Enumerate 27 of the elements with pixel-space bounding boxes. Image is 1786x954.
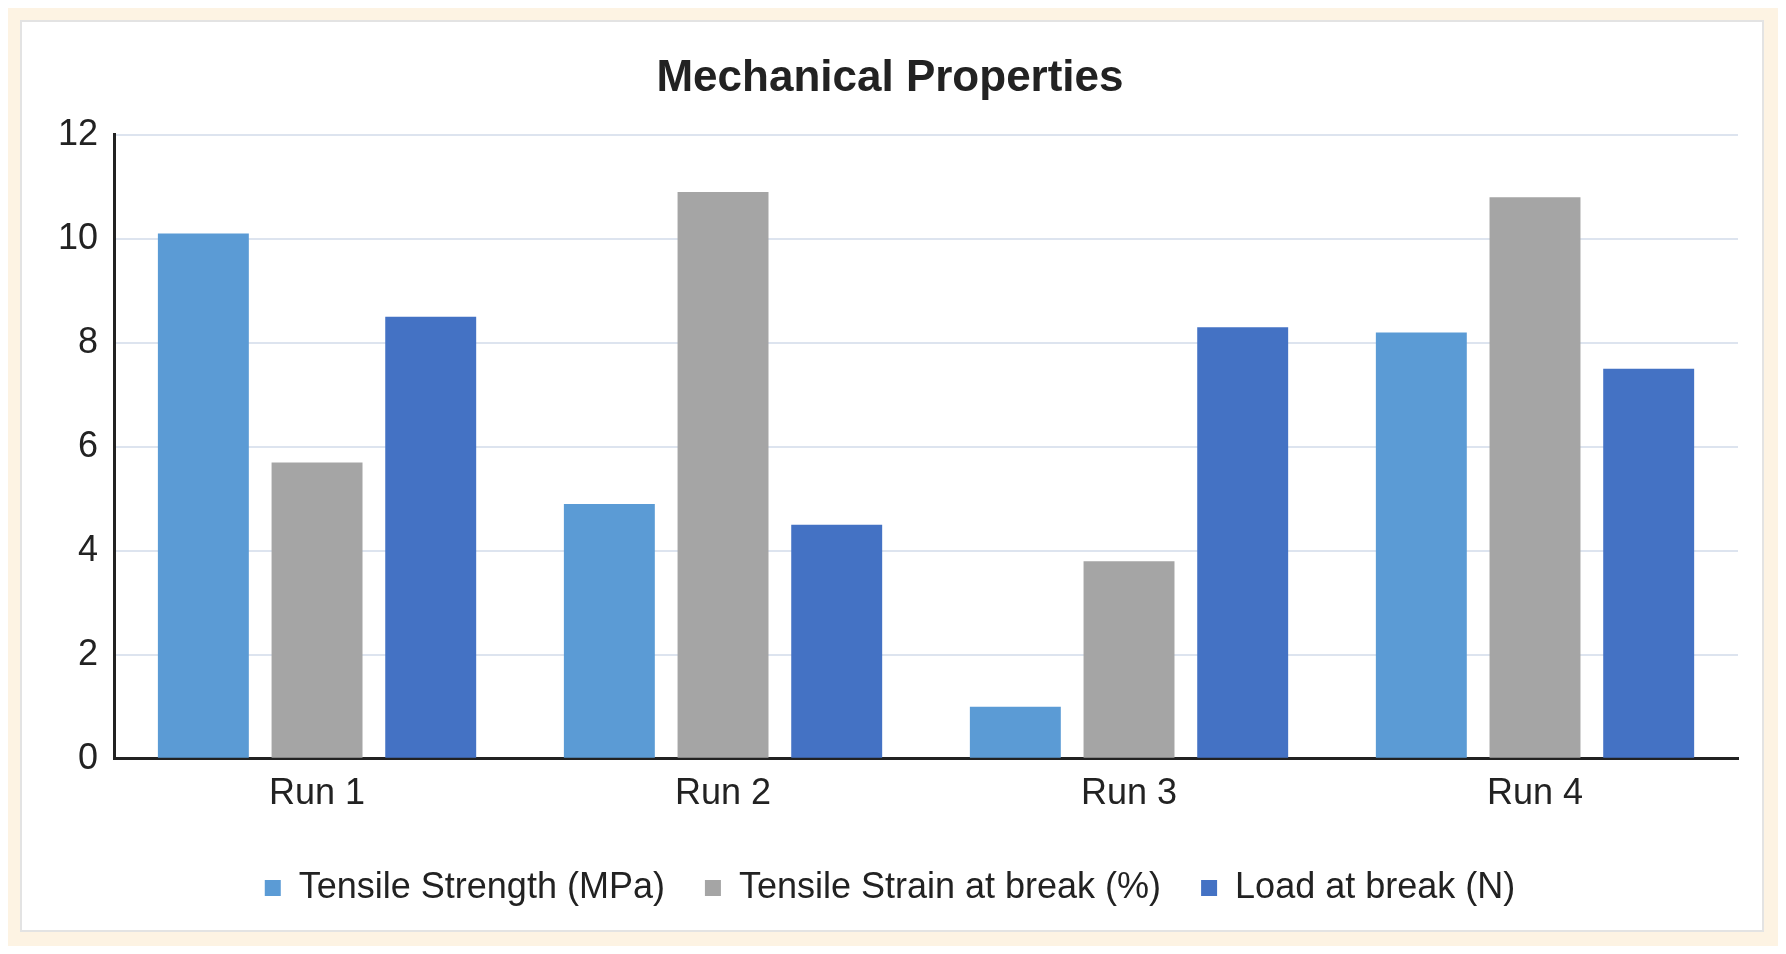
bar bbox=[1375, 332, 1467, 758]
y-tick-label: 4 bbox=[78, 527, 99, 569]
bar bbox=[1603, 368, 1695, 758]
y-tick-label: 12 bbox=[58, 111, 99, 153]
x-tick-label: Run 3 bbox=[1080, 771, 1178, 813]
legend-label: Tensile Strain at break (%) bbox=[738, 864, 1162, 906]
bar bbox=[563, 504, 655, 758]
x-tick-label: Run 2 bbox=[674, 771, 772, 813]
chart-title: Mechanical Properties bbox=[656, 50, 1124, 100]
bar bbox=[385, 316, 477, 758]
bar bbox=[271, 462, 363, 758]
y-tick-label: 10 bbox=[58, 215, 99, 257]
y-tick-label: 0 bbox=[78, 735, 99, 777]
x-tick-label: Run 1 bbox=[269, 771, 366, 813]
bar bbox=[677, 192, 769, 758]
x-tick-label: Run 4 bbox=[1486, 771, 1584, 813]
bar bbox=[1197, 327, 1289, 758]
legend-label: Load at break (N) bbox=[1235, 864, 1516, 906]
bar bbox=[969, 706, 1061, 758]
y-tick-label: 6 bbox=[78, 423, 99, 465]
y-tick-label: 8 bbox=[78, 319, 99, 361]
legend-label: Tensile Strength (MPa) bbox=[298, 864, 665, 906]
bar bbox=[157, 233, 249, 758]
bar bbox=[1083, 561, 1175, 758]
bar bbox=[1489, 197, 1581, 758]
bar bbox=[791, 524, 883, 758]
y-tick-label: 2 bbox=[78, 631, 99, 673]
